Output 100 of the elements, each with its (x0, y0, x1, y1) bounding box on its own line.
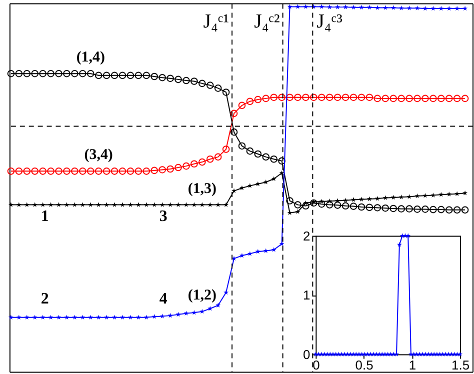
point (374, 5, 380, 10)
point (398, 94, 405, 102)
point (198, 158, 206, 166)
point (166, 165, 174, 173)
point (144, 202, 149, 207)
point (184, 202, 189, 207)
point (238, 102, 246, 110)
point (239, 252, 244, 258)
point (94, 168, 102, 175)
point (398, 6, 404, 10)
point (118, 72, 126, 80)
point (214, 84, 222, 92)
point (390, 5, 396, 10)
point (142, 168, 150, 175)
point (136, 202, 141, 207)
point (176, 202, 181, 207)
point (318, 200, 326, 208)
series-label: (1,3) (188, 180, 216, 197)
point (302, 94, 310, 101)
point (422, 206, 429, 213)
point (286, 94, 294, 101)
point (430, 192, 436, 198)
point (79, 168, 86, 175)
point (453, 206, 461, 214)
point (200, 202, 205, 207)
point (406, 94, 413, 102)
point (208, 306, 213, 311)
y-tick-label: 0 (302, 346, 310, 362)
point (16, 202, 22, 207)
point (55, 168, 62, 175)
point (182, 76, 190, 84)
point (414, 206, 421, 213)
point (334, 94, 342, 101)
point (396, 242, 402, 247)
point (56, 202, 62, 207)
point (358, 203, 366, 211)
point (94, 72, 102, 80)
point (15, 70, 23, 78)
point (104, 314, 110, 320)
point (158, 74, 166, 82)
point (263, 248, 268, 253)
point (454, 191, 460, 196)
point (335, 198, 340, 203)
point (192, 202, 197, 207)
point (39, 70, 46, 78)
point (287, 4, 292, 9)
point (63, 168, 70, 175)
point (390, 94, 397, 102)
point (206, 82, 214, 89)
point (430, 206, 437, 214)
point (295, 4, 300, 9)
series-label: (1,4) (76, 50, 105, 66)
point (168, 312, 173, 318)
point (166, 74, 174, 82)
point (216, 302, 221, 308)
point (63, 70, 70, 78)
point (134, 168, 142, 175)
point (64, 314, 70, 320)
point (104, 202, 110, 207)
point (374, 94, 382, 102)
point (214, 153, 222, 161)
point (40, 314, 46, 320)
point (79, 70, 86, 78)
annotation: 2 (40, 290, 49, 308)
point (303, 200, 308, 206)
x-tick-label: 0 (312, 358, 320, 373)
point (142, 72, 150, 80)
point (64, 202, 70, 207)
y-tick-label: 1 (302, 288, 310, 303)
point (350, 202, 358, 210)
x-tick-label: 1 (408, 358, 416, 373)
point (303, 4, 308, 9)
point (224, 202, 229, 207)
annotation: J₄ᶜ² (254, 10, 280, 33)
point (126, 72, 134, 80)
point (198, 80, 206, 88)
point (200, 308, 205, 314)
point (406, 205, 413, 212)
point (126, 168, 134, 175)
point (350, 94, 358, 101)
point (174, 76, 182, 84)
point (335, 4, 340, 10)
point (255, 181, 260, 186)
point (71, 168, 78, 175)
point (343, 198, 348, 203)
point (319, 4, 324, 9)
point (462, 6, 468, 11)
point (294, 201, 302, 208)
point (222, 146, 230, 153)
point (120, 202, 125, 207)
series-label: (3,4) (84, 147, 113, 164)
point (96, 314, 102, 320)
point (72, 314, 78, 320)
point (374, 196, 380, 201)
point (128, 202, 133, 207)
point (224, 290, 229, 295)
point (390, 204, 397, 212)
point (382, 94, 390, 102)
point (182, 162, 190, 170)
point (366, 4, 372, 10)
